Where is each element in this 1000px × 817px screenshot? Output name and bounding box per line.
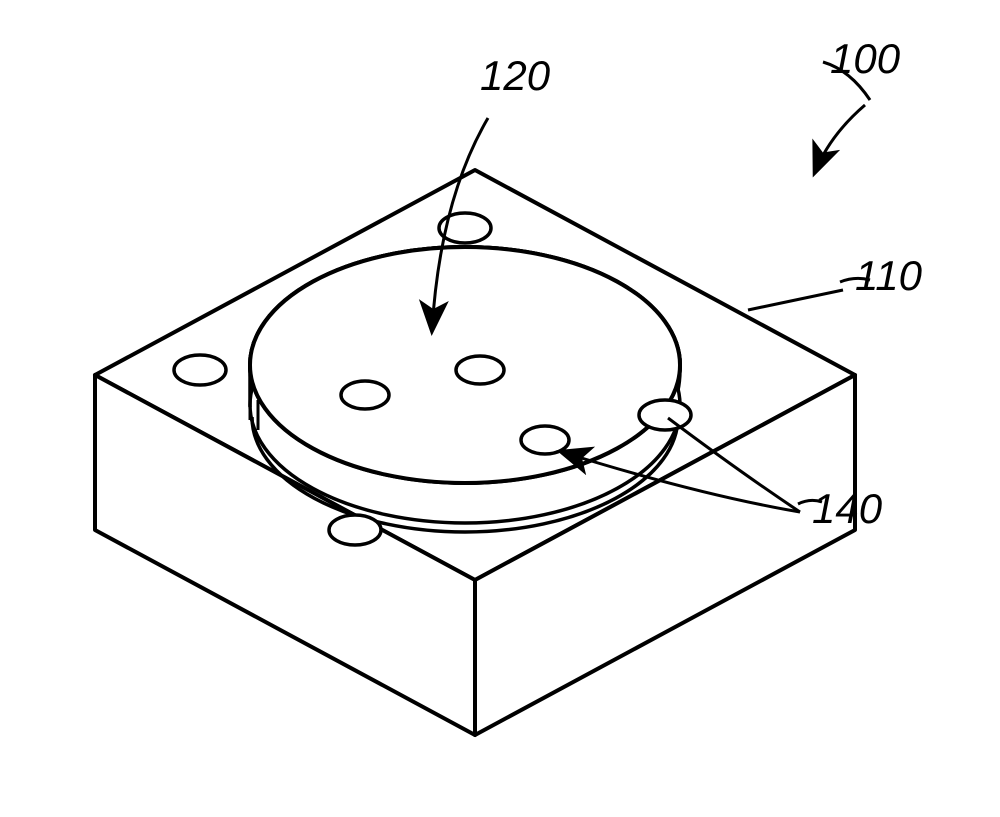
hole-right	[639, 400, 691, 430]
callout-140: 140	[812, 485, 882, 533]
hole-bottom	[329, 515, 381, 545]
callout-100: 100	[830, 35, 900, 83]
inner-hole-3	[521, 426, 569, 454]
hole-left	[174, 355, 226, 385]
inner-hole-1	[341, 381, 389, 409]
callout-120: 120	[480, 52, 550, 100]
patent-figure	[0, 0, 1000, 817]
callout-110: 110	[855, 252, 922, 300]
inner-hole-2	[456, 356, 504, 384]
